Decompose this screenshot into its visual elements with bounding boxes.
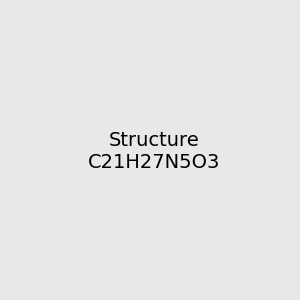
Text: Structure
C21H27N5O3: Structure C21H27N5O3 bbox=[88, 131, 220, 172]
